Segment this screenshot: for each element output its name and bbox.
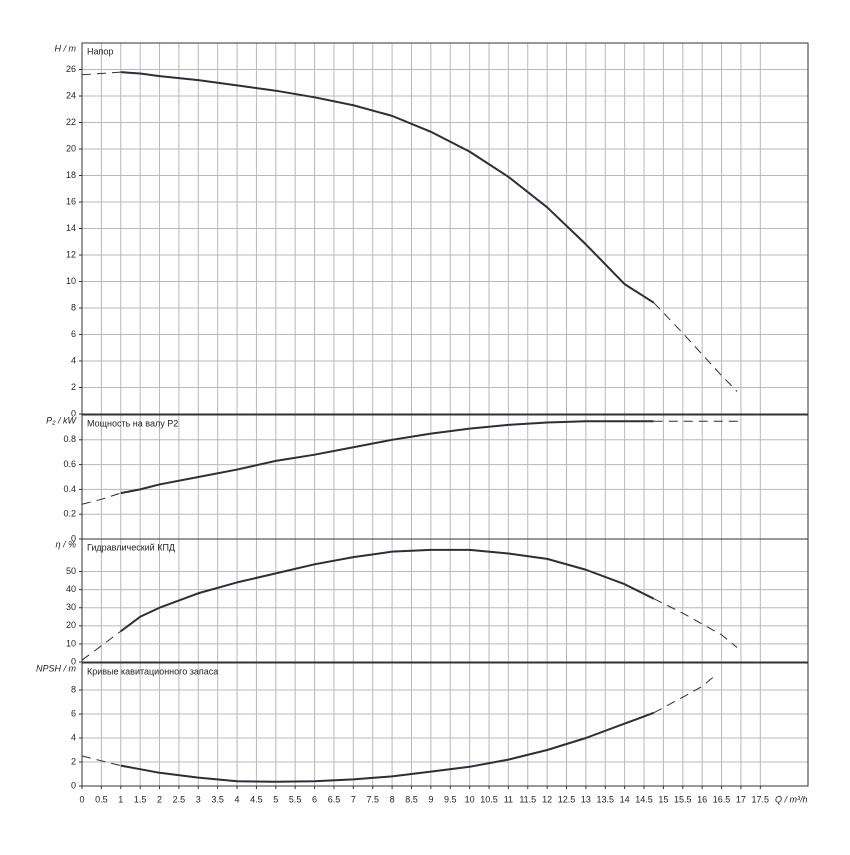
x-tick-label: 16 xyxy=(697,794,707,804)
y-tick-label: 6 xyxy=(71,329,76,339)
y-tick-label: 0 xyxy=(71,408,76,418)
panel-title: Напор xyxy=(87,46,113,56)
y-tick-label: 16 xyxy=(66,196,76,206)
y-tick-label: 10 xyxy=(66,638,76,648)
y-tick-label: 0 xyxy=(71,780,76,790)
curve xyxy=(120,711,655,783)
x-tick-label: 9.5 xyxy=(444,794,457,804)
x-tick-label: 11.5 xyxy=(519,794,536,804)
y-tick-label: 0.2 xyxy=(63,509,76,519)
y-tick-label: 10 xyxy=(66,276,76,286)
x-tick-label: 5.5 xyxy=(289,794,302,804)
y-tick-label: 2 xyxy=(71,756,76,766)
y-axis-label: η / % xyxy=(55,539,76,549)
y-axis-label: H / m xyxy=(55,43,77,53)
extrapolated-curve xyxy=(653,598,738,648)
x-tick-label: 11 xyxy=(504,794,513,804)
x-tick-label: 6.5 xyxy=(328,794,341,804)
extrapolated-curve xyxy=(81,492,121,505)
y-tick-label: 4 xyxy=(71,355,76,365)
extrapolated-curve xyxy=(653,302,738,392)
x-tick-label: 1.5 xyxy=(134,794,147,804)
y-tick-label: 0.8 xyxy=(63,434,76,444)
y-tick-label: 4 xyxy=(71,732,76,742)
x-tick-label: 0 xyxy=(79,794,84,804)
y-tick-label: 0.4 xyxy=(63,484,76,494)
y-tick-label: 8 xyxy=(71,302,76,312)
x-tick-label: 2 xyxy=(157,794,162,804)
extrapolated-curve xyxy=(81,630,122,661)
x-tick-label: 4.5 xyxy=(250,794,263,804)
x-tick-label: 10.5 xyxy=(480,794,498,804)
x-tick-label: 17 xyxy=(736,794,746,804)
x-tick-label: 9 xyxy=(428,794,433,804)
curve xyxy=(120,71,655,304)
x-tick-label: 13 xyxy=(581,794,591,804)
panel-frame xyxy=(81,414,809,540)
y-tick-label: 26 xyxy=(66,64,76,74)
x-tick-label: 8 xyxy=(390,794,395,804)
y-tick-label: 50 xyxy=(66,566,76,576)
x-tick-label: 2.5 xyxy=(173,794,186,804)
panel-title: Мощность на валу P2 xyxy=(87,418,178,428)
x-tick-label: 3 xyxy=(196,794,201,804)
panel-title: Кривые кавитационного запаса xyxy=(87,666,218,676)
x-tick-label: 12.5 xyxy=(558,794,576,804)
x-axis-label: Q / m³/h xyxy=(775,794,808,804)
x-tick-label: 7.5 xyxy=(366,794,379,804)
x-tick-label: 0.5 xyxy=(95,794,108,804)
x-tick-label: 4 xyxy=(235,794,240,804)
y-tick-label: 30 xyxy=(66,602,76,612)
extrapolated-curve xyxy=(81,755,121,767)
panel-frame xyxy=(81,662,809,787)
y-tick-label: 24 xyxy=(66,90,76,100)
y-tick-label: 0.6 xyxy=(63,459,76,469)
x-tick-label: 15 xyxy=(658,794,668,804)
x-tick-label: 15.5 xyxy=(674,794,692,804)
x-tick-label: 7 xyxy=(351,794,356,804)
x-tick-label: 3.5 xyxy=(211,794,224,804)
y-tick-label: 20 xyxy=(66,620,76,630)
y-tick-label: 12 xyxy=(66,249,76,259)
y-axis-label: NPSH / m xyxy=(36,663,77,673)
panel-title: Гидравлический КПД xyxy=(87,542,175,552)
y-tick-label: 6 xyxy=(71,708,76,718)
y-tick-label: 2 xyxy=(71,382,76,392)
x-tick-label: 17.5 xyxy=(752,794,770,804)
y-tick-label: 8 xyxy=(71,684,76,694)
panel-frame xyxy=(81,42,809,415)
x-tick-label: 6 xyxy=(312,794,317,804)
extrapolated-curve xyxy=(81,71,121,76)
y-tick-label: 18 xyxy=(66,170,76,180)
x-tick-label: 5 xyxy=(273,794,278,804)
panel-frame xyxy=(81,538,809,663)
x-tick-label: 1 xyxy=(118,794,123,804)
x-tick-label: 10 xyxy=(465,794,475,804)
x-tick-label: 12 xyxy=(542,794,552,804)
y-tick-label: 14 xyxy=(66,223,76,233)
curve xyxy=(120,420,654,495)
x-tick-label: 14 xyxy=(620,794,630,804)
y-tick-label: 20 xyxy=(66,143,76,153)
y-axis-label: P₂ / kW xyxy=(46,415,77,425)
extrapolated-curve xyxy=(653,674,717,714)
y-tick-label: 40 xyxy=(66,584,76,594)
y-tick-label: 0 xyxy=(71,656,76,666)
x-tick-label: 13.5 xyxy=(597,794,615,804)
x-tick-label: 8.5 xyxy=(405,794,418,804)
y-tick-label: 0 xyxy=(71,533,76,543)
x-tick-label: 16.5 xyxy=(713,794,731,804)
x-tick-label: 14.5 xyxy=(635,794,653,804)
curve xyxy=(120,548,655,633)
y-tick-label: 22 xyxy=(66,117,76,127)
